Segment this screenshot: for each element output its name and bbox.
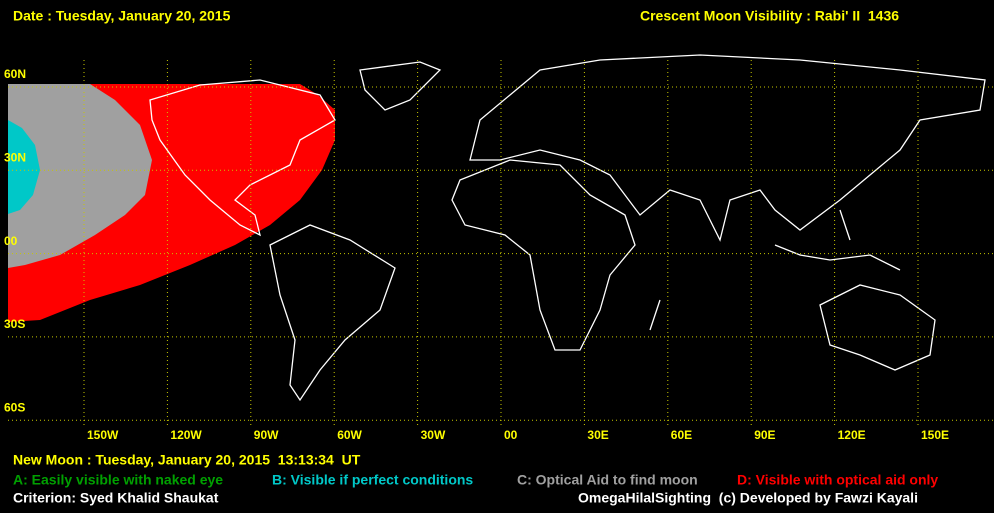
latitude-label: 30N xyxy=(4,150,26,164)
north-america xyxy=(149,79,336,237)
longitude-label: 120W xyxy=(170,428,202,442)
longitude-label: 60W xyxy=(337,428,362,442)
title: Crescent Moon Visibility : Rabi' II 1436 xyxy=(640,8,899,24)
longitude-label: 90W xyxy=(254,428,279,442)
credit: OmegaHilalSighting (c) Developed by Fawz… xyxy=(578,490,918,506)
zone-c xyxy=(8,84,152,268)
eurasia xyxy=(469,54,986,242)
legend-entry: A: Easily visible with naked eye xyxy=(13,472,223,488)
legend-entry: B: Visible if perfect conditions xyxy=(272,472,473,488)
legend-entry: D: Visible with optical aid only xyxy=(737,472,938,488)
landmasses xyxy=(149,54,986,402)
longitude-label: 150E xyxy=(921,428,949,442)
zone-b xyxy=(8,120,40,214)
islands xyxy=(649,209,901,331)
longitude-label: 00 xyxy=(504,428,518,442)
greenland xyxy=(359,61,442,111)
longitude-label: 90E xyxy=(754,428,775,442)
latitude-label: 30S xyxy=(4,317,25,331)
legend-entry: C: Optical Aid to find moon xyxy=(517,472,698,488)
longitude-label: 30E xyxy=(587,428,608,442)
latitude-label: 00 xyxy=(4,234,18,248)
south-america xyxy=(269,224,396,402)
grid xyxy=(8,60,994,428)
latitude-label: 60S xyxy=(4,400,25,414)
longitude-label: 150W xyxy=(87,428,119,442)
longitude-label: 120E xyxy=(838,428,866,442)
longitude-label: 30W xyxy=(421,428,446,442)
africa xyxy=(451,159,636,351)
date: Date : Tuesday, January 20, 2015 xyxy=(13,8,231,24)
criterion: Criterion: Syed Khalid Shaukat xyxy=(13,490,219,506)
new-moon: New Moon : Tuesday, January 20, 2015 13:… xyxy=(13,452,361,468)
latitude-label: 60N xyxy=(4,67,26,81)
australia xyxy=(819,284,936,371)
longitude-label: 60E xyxy=(671,428,692,442)
